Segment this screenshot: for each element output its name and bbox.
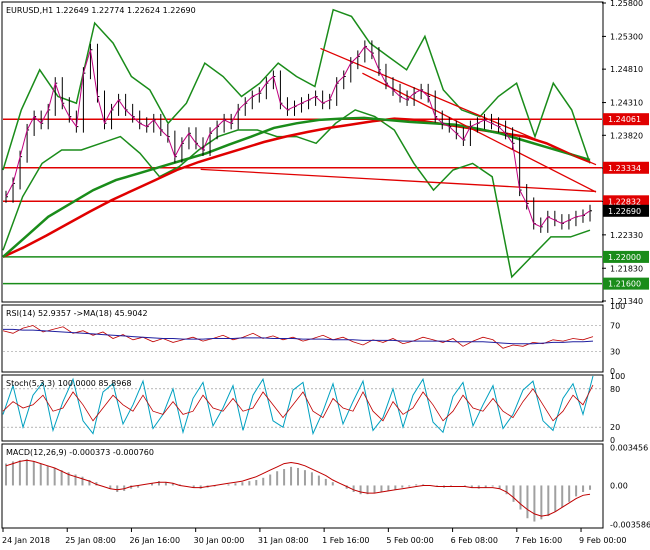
stoch-panel-header: Stoch(5,3,3) 100.0000 85.8968 — [6, 379, 132, 388]
main-panel — [1, 1, 604, 303]
x-tick-label: 5 Feb 00:00 — [386, 536, 433, 545]
trendline-1 — [362, 72, 597, 193]
current-price-badge — [603, 204, 649, 217]
x-tick-label: 25 Jan 08:00 — [65, 536, 116, 545]
trendline-0 — [320, 47, 597, 166]
bollinger-upper — [2, 8, 591, 171]
stoch-y-tick-label: 80 — [610, 385, 620, 394]
x-tick-label: 1 Feb 16:00 — [322, 536, 369, 545]
moving-average-green — [2, 116, 591, 258]
level-badge — [603, 195, 649, 208]
rsi-panel-header: RSI(14) 52.9357 ->MA(18) 45.9042 — [6, 309, 148, 318]
stoch-y-tick-label: 0 — [610, 436, 615, 445]
bollinger-lower — [2, 109, 591, 279]
main-y-tick-label: 1.25800 — [610, 0, 643, 8]
level-badge — [603, 277, 649, 290]
x-tick-label: 9 Feb 00:00 — [579, 536, 626, 545]
stoch-y-tick-label: 100 — [610, 372, 625, 381]
rsi-y-tick-label: 100 — [610, 302, 625, 311]
macd-signal-line — [5, 459, 591, 517]
rsi-layer — [2, 325, 602, 352]
level-badge-label: 1.23334 — [608, 164, 641, 173]
x-tick-label: 24 Jan 2018 — [2, 536, 50, 545]
x-tick-label: 6 Feb 08:00 — [451, 536, 498, 545]
stoch-d-line — [2, 384, 594, 422]
rsi-panel — [1, 304, 604, 373]
main-y-tick-label: 1.25300 — [610, 32, 643, 41]
level-badge-label: 1.22000 — [608, 253, 641, 262]
x-tick-label: 31 Jan 08:00 — [258, 536, 309, 545]
main-y-tick-label: 1.24810 — [610, 65, 643, 74]
level-badge-label: 1.24061 — [608, 115, 641, 124]
rsi-line — [2, 325, 594, 349]
level-badge — [603, 250, 649, 263]
main-y-tick-label: 1.24310 — [610, 99, 643, 108]
main-price-layer — [2, 8, 602, 285]
stoch-y-tick-label: 20 — [610, 423, 620, 432]
level-badge-label: 1.22832 — [608, 197, 641, 206]
current-price-label: 1.22690 — [608, 207, 641, 216]
macd-panel-header: MACD(12,26,9) -0.000373 -0.000760 — [6, 448, 154, 457]
macd-layer — [4, 459, 592, 522]
rsi-ma-line — [3, 328, 594, 345]
x-tick-label: 7 Feb 16:00 — [515, 536, 562, 545]
rsi-y-tick-label: 30 — [610, 348, 620, 357]
main-y-tick-label: 1.23820 — [610, 131, 643, 140]
moving-average-fast — [5, 45, 591, 228]
level-badge-label: 1.21600 — [608, 280, 641, 289]
main-y-tick-label: 1.22330 — [610, 231, 643, 240]
macd-y-tick-label: 0.00 — [610, 481, 628, 490]
main-y-tick-label: 1.21340 — [610, 297, 643, 306]
rsi-y-tick-label: 0 — [610, 367, 615, 376]
main-panel-header: EURUSD,H1 1.22649 1.22774 1.22624 1.2269… — [6, 6, 196, 15]
level-badge — [603, 161, 649, 174]
stoch-layer — [2, 375, 602, 436]
x-tick-label: 26 Jan 16:00 — [129, 536, 180, 545]
main-y-tick-label: 1.21830 — [610, 264, 643, 273]
trendline-2 — [200, 168, 597, 193]
stoch-k-line — [2, 375, 594, 436]
macd-panel — [1, 443, 604, 529]
stoch-panel — [1, 374, 604, 442]
macd-y-tick-label: -0.003586 — [610, 521, 650, 530]
rsi-y-tick-label: 70 — [610, 322, 620, 331]
level-badge — [603, 113, 649, 126]
macd-y-tick-label: 0.003456 — [610, 444, 648, 453]
x-tick-label: 30 Jan 00:00 — [194, 536, 245, 545]
moving-average-slow — [2, 117, 591, 259]
